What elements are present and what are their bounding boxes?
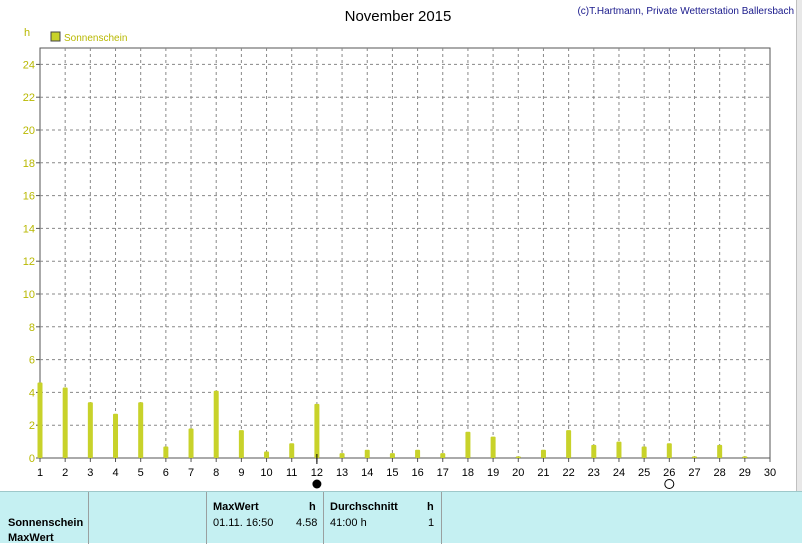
bar-day-11: [289, 443, 295, 458]
bar-day-26: [666, 443, 672, 458]
x-tick-label: 15: [386, 467, 398, 479]
bar-day-18: [465, 431, 471, 458]
bar-day-29: [742, 456, 748, 458]
x-tick-label: 12: [311, 467, 323, 479]
bar-day-10: [264, 451, 270, 458]
y-tick-label: 0: [29, 453, 35, 465]
maxwert-header: MaxWert: [213, 501, 259, 513]
maxwert-date: 01.11. 16:50: [213, 517, 274, 529]
x-tick-label: 23: [588, 467, 600, 479]
bar-day-16: [415, 449, 421, 458]
new-moon-icon: [312, 479, 322, 489]
x-tick-label: 28: [714, 467, 726, 479]
bar-day-5: [138, 402, 144, 458]
x-tick-label: 3: [87, 467, 93, 479]
x-tick-label: 5: [138, 467, 144, 479]
bar-day-6: [163, 446, 169, 458]
vertical-scrollbar[interactable]: [796, 0, 802, 491]
bar-day-23: [591, 444, 597, 458]
bar-day-7: [188, 428, 194, 458]
x-tick-label: 10: [260, 467, 272, 479]
chart-credit: (c)T.Hartmann, Private Wetterstation Bal…: [577, 6, 794, 17]
bar-day-9: [238, 430, 244, 458]
x-tick-label: 2: [62, 467, 68, 479]
x-tick-label: 26: [663, 467, 675, 479]
x-tick-label: 16: [411, 467, 423, 479]
x-tick-label: 19: [487, 467, 499, 479]
bar-day-25: [641, 446, 647, 458]
row-label-maxwert: MaxWert: [8, 532, 54, 544]
x-tick-label: 25: [638, 467, 650, 479]
x-tick-label: 9: [238, 467, 244, 479]
x-tick-label: 18: [462, 467, 474, 479]
bar-day-19: [490, 436, 496, 458]
x-tick-label: 22: [562, 467, 574, 479]
x-tick-label: 30: [764, 467, 776, 479]
x-tick-label: 29: [739, 467, 751, 479]
bar-day-21: [540, 449, 546, 458]
bar-day-17: [440, 453, 446, 458]
summary-panel: MaxWert h Durchschnitt h Sonnenschein 01…: [0, 491, 802, 544]
y-tick-label: 16: [23, 191, 35, 203]
maxwert-value: 4.58: [296, 517, 318, 529]
plot-frame: [39, 47, 771, 459]
x-tick-label: 8: [213, 467, 219, 479]
x-tick-label: 17: [437, 467, 449, 479]
x-tick-label: 6: [163, 467, 169, 479]
avg-header: Durchschnitt: [330, 501, 398, 513]
x-tick-label: 20: [512, 467, 524, 479]
bar-day-14: [364, 449, 370, 458]
y-tick-label: 14: [23, 223, 35, 235]
x-tick-label: 14: [361, 467, 373, 479]
x-tick-label: 24: [613, 467, 625, 479]
avg-count: 1: [428, 517, 435, 529]
chart-title: November 2015: [345, 8, 452, 25]
legend-label: Sonnenschein: [64, 33, 127, 44]
bar-day-3: [87, 402, 93, 458]
bar-day-27: [691, 456, 697, 458]
avg-value: 41:00 h: [330, 517, 367, 529]
y-axis-unit: h: [24, 27, 30, 39]
y-tick-label: 20: [23, 125, 35, 137]
x-tick-label: 13: [336, 467, 348, 479]
x-tick-label: 1: [37, 467, 43, 479]
x-tick-label: 4: [112, 467, 118, 479]
bar-day-20: [515, 456, 521, 458]
x-tick-label: 21: [537, 467, 549, 479]
legend-swatch: [50, 31, 61, 42]
bar-day-8: [213, 390, 219, 458]
y-tick-label: 2: [29, 420, 35, 432]
y-tick-label: 10: [23, 289, 35, 301]
y-tick-label: 24: [23, 59, 35, 71]
bar-day-1: [37, 382, 43, 458]
bar-day-13: [339, 453, 345, 458]
x-tick-label: 11: [286, 467, 297, 479]
y-tick-label: 6: [29, 355, 35, 367]
x-tick-label: 27: [688, 467, 700, 479]
bar-day-24: [616, 441, 622, 458]
bar-day-15: [389, 453, 395, 458]
row-label-sonnenschein: Sonnenschein: [8, 517, 84, 529]
bar-day-28: [717, 444, 723, 458]
bar-day-4: [113, 413, 119, 458]
maxwert-unit: h: [309, 501, 316, 513]
x-tick-label: 7: [188, 467, 194, 479]
bar-day-12: [314, 403, 320, 458]
y-tick-label: 4: [29, 387, 35, 399]
bar-day-2: [62, 387, 68, 458]
sunshine-chart: November 2015 (c)T.Hartmann, Private Wet…: [23, 6, 794, 489]
y-tick-label: 12: [23, 256, 35, 268]
y-tick-label: 18: [23, 158, 35, 170]
y-tick-label: 8: [29, 322, 35, 334]
full-moon-icon: [664, 479, 675, 489]
y-tick-label: 22: [23, 92, 35, 104]
bar-day-22: [566, 430, 572, 458]
avg-unit: h: [427, 501, 434, 513]
